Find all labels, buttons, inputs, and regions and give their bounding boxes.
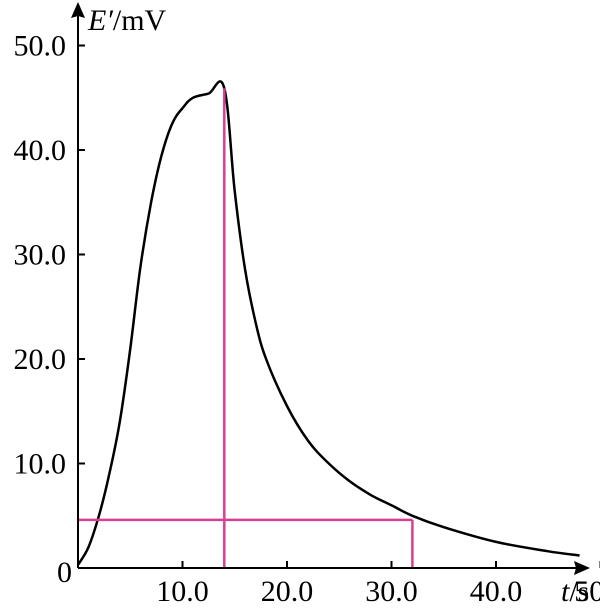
x-tick-label: 20.0 — [261, 575, 314, 608]
y-axis-title: E′/mV — [87, 4, 167, 37]
x-tick-label: 10.0 — [156, 575, 209, 608]
y-tick-label: 40.0 — [14, 134, 67, 167]
x-axis-title: t/s — [561, 575, 589, 608]
y-axis-unit: /mV — [113, 4, 167, 37]
axes — [71, 2, 600, 575]
x-tick-label: 30.0 — [365, 575, 418, 608]
x-axis-variable: t — [561, 575, 570, 608]
x-axis-unit: /s — [569, 575, 589, 608]
y-axis-variable: E′ — [87, 4, 113, 37]
y-tick-label: 10.0 — [14, 448, 67, 481]
reference-lines — [78, 88, 414, 568]
y-tick-label: 50.0 — [14, 30, 67, 63]
y-tick-label: 30.0 — [14, 239, 67, 272]
y-tick-label: 20.0 — [14, 343, 67, 376]
plot-area — [76, 80, 580, 566]
x-tick-label: 50.0 — [574, 575, 600, 608]
x-axis-arrow — [574, 561, 590, 575]
x-tick-label: 40.0 — [470, 575, 523, 608]
series-line — [76, 80, 580, 566]
tick-labels: 10.0 20.0 30.0 40.0 50.0 10.0 20.0 30.0 40.0 50.0 — [14, 30, 600, 608]
y-axis-arrow — [71, 2, 85, 18]
origin-label: 0 — [57, 556, 72, 589]
